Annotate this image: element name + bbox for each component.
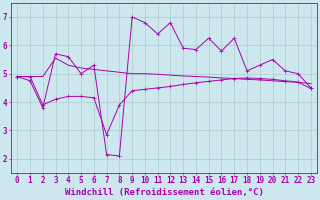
X-axis label: Windchill (Refroidissement éolien,°C): Windchill (Refroidissement éolien,°C) [65,188,263,197]
